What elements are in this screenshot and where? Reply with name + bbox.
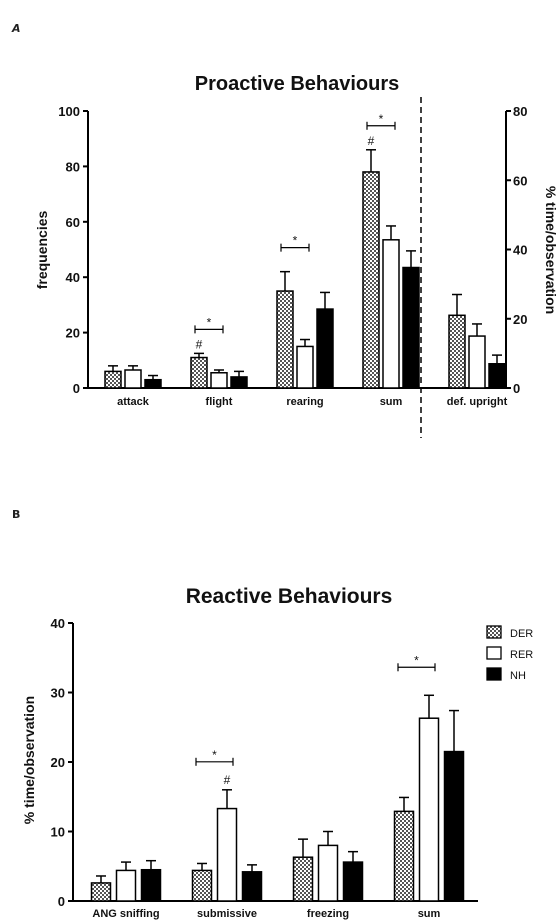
chart-a-ytick-right-label: 40 [513,243,527,258]
chart-a-bar [190,356,208,389]
chart-b-category-label: sum [418,908,441,920]
chart-b-bar [90,882,112,902]
chart-a-ytick-label: 80 [66,159,80,174]
chart-b-bar [292,856,314,902]
chart-a-bar [448,314,466,389]
chart-b-ytick-label: 10 [51,825,65,840]
chart-b-bar [216,807,238,902]
chart-b-category-label: submissive [197,908,257,920]
chart-b-category-label: ANG sniffing [92,908,159,920]
chart-a-ytick-label: 100 [58,104,80,119]
chart-a-bar [124,369,142,389]
chart-b-ylabel: % time/observation [21,696,37,824]
chart-a-ytick-label: 40 [66,270,80,285]
chart-b-sig-star: * [414,653,419,667]
chart-b-bar [317,844,339,902]
chart-b-ytick-label: 40 [51,616,65,631]
chart-b-ytick-label: 20 [51,755,65,770]
chart-a-bar [230,376,248,389]
chart-b-ytick-label: 30 [51,686,65,701]
chart-a-category-label: attack [117,396,150,408]
chart-a-bar [210,372,228,389]
chart-a-bar [382,239,400,389]
chart-a-ytick-right-label: 80 [513,104,527,119]
chart-b-bar [393,810,415,902]
chart-a-bar [104,370,122,389]
chart-a-sig-star: * [207,315,212,329]
chart-b-bar [115,869,137,902]
chart-a-bar [402,266,420,389]
chart-a-bar [362,171,380,389]
legend-label-der: DER [510,628,533,640]
chart-b-bar [241,871,263,902]
chart-b-category-label: freezing [307,908,349,920]
panel-label-a: A [12,22,21,35]
chart-a-bar [468,335,486,389]
panel-label-b: B [12,508,21,521]
legend-label-nh: NH [510,670,526,682]
chart-a-category-label: def. upright [447,396,508,408]
chart-a-ytick-right-label: 60 [513,173,527,188]
chart-b-sig-star: * [212,748,217,762]
chart-b-bar [191,869,213,902]
chart-a-category-label: sum [380,396,403,408]
chart-a-bar [296,345,314,389]
legend-swatch-rer [486,646,502,660]
chart-b-bar [443,750,465,902]
chart-a-bar [316,308,334,389]
chart-a-ytick-label: 0 [73,381,80,396]
chart-a-title: Proactive Behaviours [195,73,400,95]
chart-a-sig-star: * [379,112,384,126]
chart-a-ytick-right-label: 0 [513,381,520,396]
chart-b-bar [140,868,162,902]
chart-b-bar [342,861,364,902]
chart-a-ytick-label: 20 [66,326,80,341]
chart-a-ytick-label: 60 [66,215,80,230]
legend-swatch-der [486,625,502,639]
chart-b-title: Reactive Behaviours [186,585,393,608]
chart-a-bar [488,363,506,389]
chart-b-bar [418,717,440,902]
chart-a-ylabel: frequencies [34,210,50,289]
legend-swatch-nh [486,667,502,681]
chart-a-hash-label: # [196,337,203,351]
chart-a-category-label: rearing [286,396,323,408]
chart-a-hash-label: # [368,134,375,148]
chart-b-ytick-label: 0 [58,894,65,909]
chart-a-bar [144,378,162,389]
legend-label-rer: RER [510,649,533,661]
chart-b-hash-label: # [224,773,231,787]
chart-a-category-label: flight [206,396,233,408]
chart-a-ytick-right-label: 20 [513,312,527,327]
chart-a-bar [276,290,294,389]
chart-a-ylabel-right: % time/observation [543,186,558,314]
chart-a-sig-star: * [293,234,298,248]
